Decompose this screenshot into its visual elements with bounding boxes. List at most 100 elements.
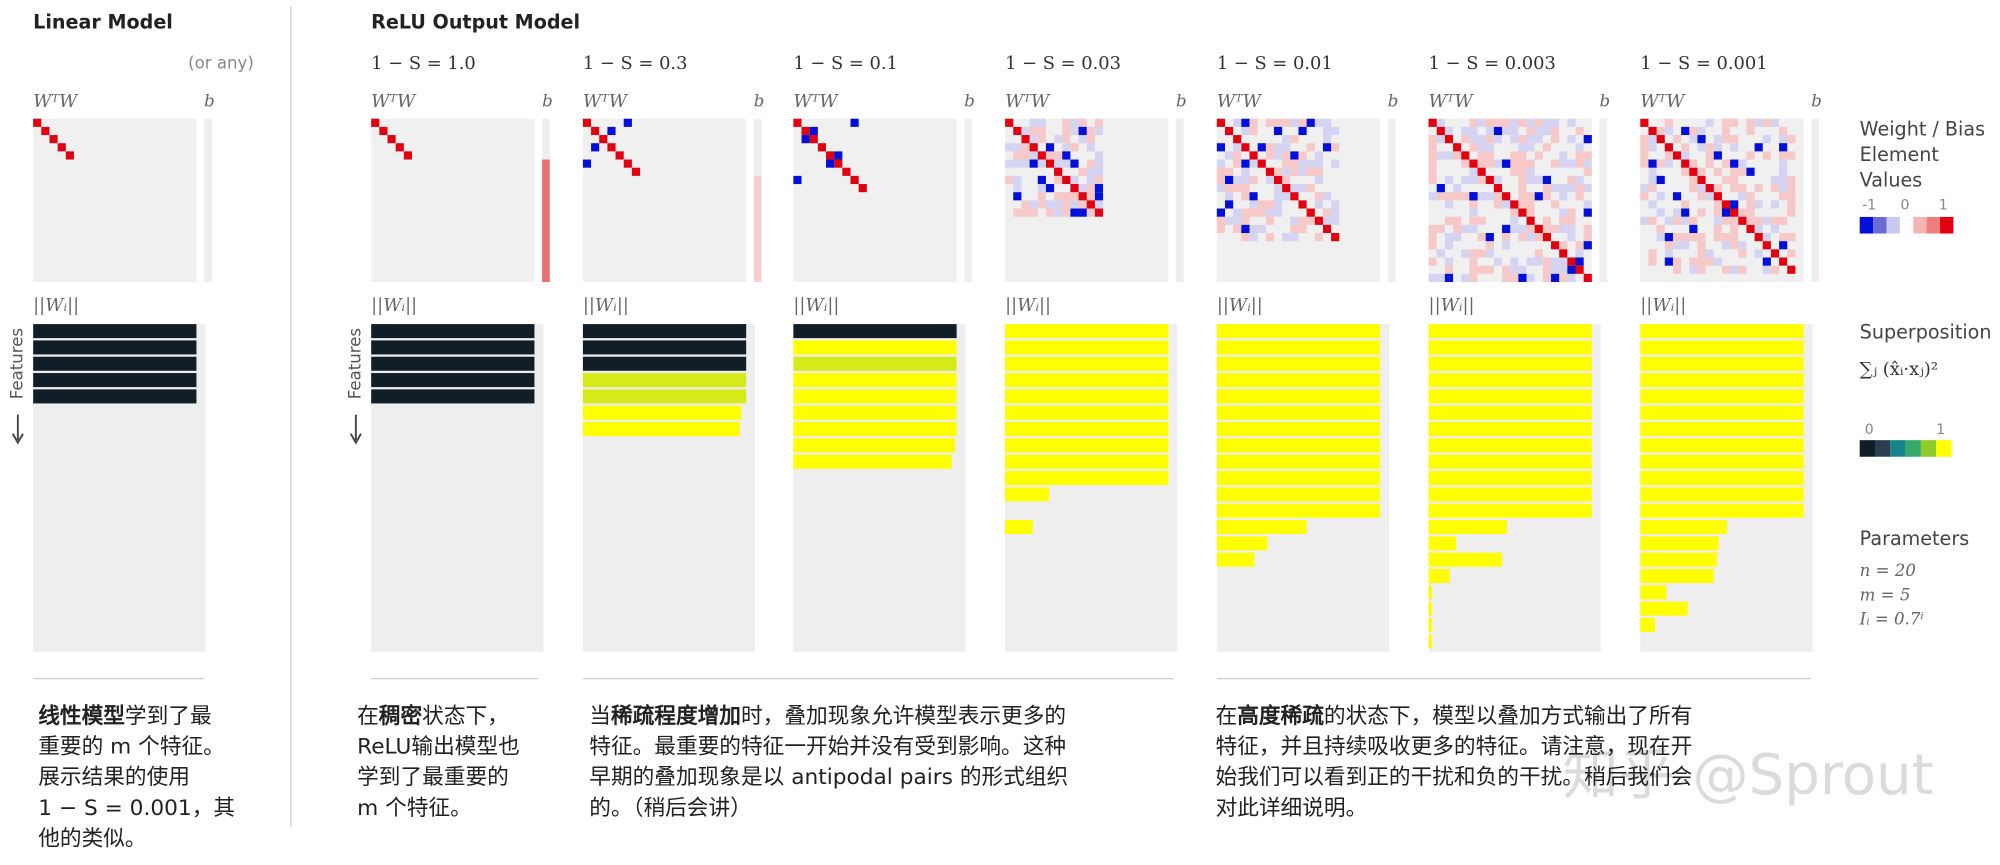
heatmap-cell: [1444, 273, 1454, 282]
heatmap-cell: [1428, 167, 1437, 176]
heatmap-cell: [1648, 175, 1657, 185]
heatmap-cell: [1436, 273, 1445, 282]
heatmap-cell: [801, 126, 810, 136]
heatmap-cell: [1534, 118, 1543, 127]
heatmap-cell: [1542, 184, 1552, 193]
heatmap-cell: [1241, 216, 1250, 225]
heatmap-cell: [1485, 192, 1494, 201]
heatmap-cell: [1249, 192, 1258, 201]
weights-label: WᵀW: [793, 91, 839, 112]
caption-text: 在: [1216, 704, 1238, 729]
heatmap-cell: [1705, 257, 1714, 266]
caption-line: 始我们可以看到正的干扰和负的干扰。稍后我们会: [1216, 765, 1693, 790]
heatmap-cell: [1640, 118, 1649, 127]
heatmap-cell: [1444, 265, 1454, 274]
panel-title: 1 − S = 0.001: [1640, 53, 1767, 74]
heatmap-cell: [1029, 126, 1038, 136]
heatmap-cell: [1730, 241, 1739, 250]
heatmap-cell: [834, 159, 843, 168]
heatmap-cell: [1534, 224, 1543, 234]
heatmap-cell: [1664, 159, 1673, 168]
heatmap-cell: [1575, 241, 1584, 250]
heatmap-cell: [1037, 151, 1046, 160]
heatmap-cell: [1493, 135, 1503, 144]
norm-label: ||Wᵢ||: [371, 295, 417, 316]
heatmap-cell: [1290, 159, 1299, 168]
heatmap-cell: [1265, 216, 1274, 225]
heatmap-cell: [1762, 135, 1771, 144]
heatmap-cell: [1225, 184, 1234, 193]
heatmap-cell: [1086, 192, 1095, 201]
heatmap-cell: [1078, 126, 1087, 136]
heatmap-cell: [1273, 175, 1283, 185]
heatmap-cell: [1583, 200, 1592, 209]
heatmap-cell: [1225, 126, 1234, 136]
heatmap-cell: [1713, 192, 1722, 201]
norm-bar: [793, 373, 957, 388]
heatmap-cell: [1070, 159, 1079, 168]
heatmap-cell: [1672, 192, 1682, 201]
heatmap-cell: [1444, 216, 1454, 225]
heatmap-cell: [1322, 126, 1332, 136]
heatmap-cell: [1575, 159, 1584, 168]
heatmap-cell: [1021, 126, 1030, 136]
caption-text: 的状态下，模型以叠加方式输出了所有: [1324, 704, 1692, 729]
heatmap-cell: [1567, 135, 1576, 144]
heatmap-cell: [1273, 143, 1283, 152]
heatmap-cell: [1005, 159, 1014, 168]
heatmap-cell: [1640, 143, 1649, 152]
heatmap-cell: [1730, 167, 1739, 176]
heatmap-cell: [1249, 224, 1258, 234]
heatmap-cell: [1575, 143, 1584, 152]
legend-tick: -1: [1862, 197, 1876, 213]
heatmap-cell: [1697, 249, 1706, 258]
heatmap-cell: [1306, 118, 1315, 127]
heatmap-cell: [1746, 192, 1755, 201]
norm-bar: [1428, 585, 1432, 600]
heatmap-cell: [1697, 175, 1706, 185]
heatmap-cell: [1779, 241, 1788, 250]
heatmap-cell: [1648, 216, 1657, 225]
bias-label: b: [1176, 92, 1187, 111]
heatmap-cell: [1216, 224, 1225, 234]
heatmap-cell: [1469, 159, 1478, 168]
caption-line: 早期的叠加现象是以 antipodal pairs 的形式组织: [589, 765, 1068, 790]
caption-line: 特征。最重要的特征一开始并没有受到影响。这种: [589, 735, 1066, 760]
heatmap-cell: [1762, 216, 1771, 225]
heatmap-cell: [1469, 216, 1478, 225]
heatmap-cell: [1021, 143, 1030, 152]
heatmap-cell: [1444, 175, 1454, 185]
legend-swatch: [1926, 216, 1941, 234]
norm-bar: [1428, 356, 1592, 371]
norm-bar: [371, 389, 535, 404]
norm-bar: [793, 422, 957, 437]
heatmap-cell: [1062, 135, 1071, 144]
heatmap-cell: [1094, 167, 1104, 176]
heatmap-cell: [1485, 249, 1494, 258]
norm-bar: [1428, 520, 1507, 535]
heatmap-cell: [1518, 184, 1527, 193]
heatmap-cell: [1510, 135, 1519, 144]
heatmap-cell: [1648, 159, 1657, 168]
norm-bar: [33, 373, 197, 388]
heatmap-cell: [1575, 257, 1584, 266]
heatmap-cell: [1249, 159, 1258, 168]
heatmap-cell: [1551, 184, 1560, 193]
heatmap-cell: [1029, 118, 1038, 127]
norm-bar: [1005, 422, 1169, 437]
caption-line: 学到了最重要的: [357, 765, 509, 790]
heatmap-cell: [1485, 135, 1494, 144]
heatmap-cell: [1428, 257, 1437, 266]
norm-label: ||Wᵢ||: [1005, 295, 1051, 316]
heatmap-cell: [1257, 200, 1266, 209]
legend-swatch: [1886, 216, 1900, 234]
norm-bar: [1640, 405, 1804, 420]
heatmap-cell: [1697, 135, 1706, 144]
legend-tick: 1: [1936, 422, 1945, 438]
heatmap-cell: [1331, 208, 1340, 217]
heatmap-cell: [1298, 200, 1307, 209]
norm-label: ||Wᵢ||: [33, 295, 79, 316]
heatmap-cell: [1770, 200, 1780, 209]
linear-note: (or any): [188, 53, 254, 72]
heatmap-cell: [1249, 118, 1258, 127]
